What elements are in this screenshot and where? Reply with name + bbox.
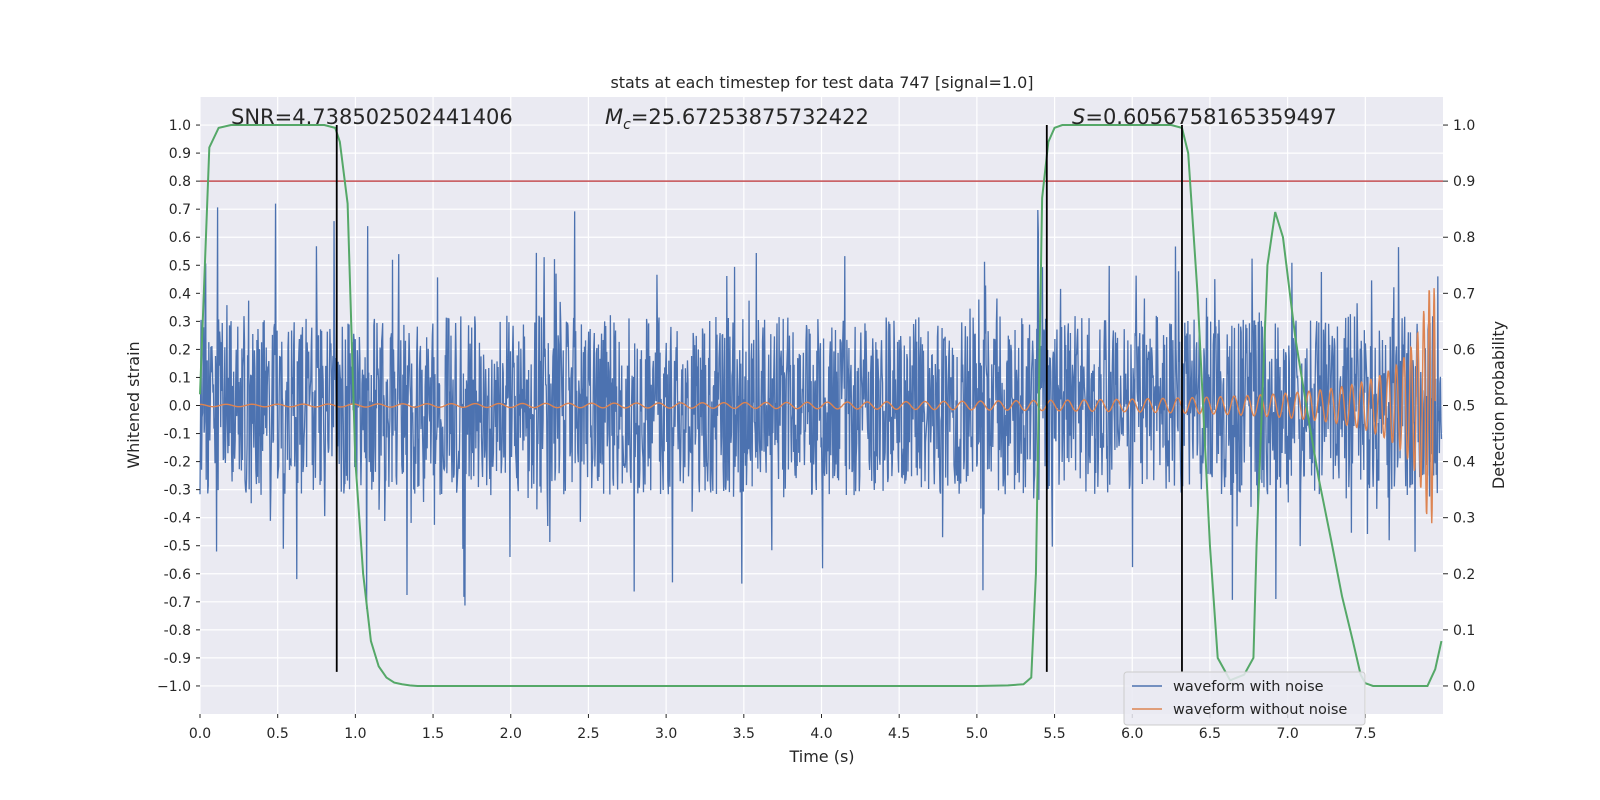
s-symbol: S [1072, 105, 1085, 129]
y-tick-label: 0.9 [169, 146, 191, 162]
y-tick-label: 0.2 [169, 342, 191, 358]
y-right-tick-label: 1.0 [1453, 118, 1475, 134]
x-tick-label: 1.0 [344, 726, 366, 742]
y-axis-label: Whitened strain [124, 341, 143, 468]
x-axis-label: Time (s) [788, 747, 854, 766]
x-tick-label: 5.0 [966, 726, 988, 742]
series-waveform-without-noise [200, 288, 1436, 524]
y-tick-label: 0.5 [169, 258, 191, 274]
chirp-mass-subscript: c [623, 117, 631, 133]
y-tick-label: 0.1 [169, 370, 191, 386]
series-waveform-with-noise [199, 203, 1443, 609]
legend-label-noise: waveform with noise [1173, 679, 1324, 695]
y-right-tick-label: 0.4 [1453, 455, 1475, 471]
x-tick-label: 5.5 [1043, 726, 1065, 742]
x-tick-label: 6.5 [1199, 726, 1221, 742]
x-tick-label: 0.5 [267, 726, 289, 742]
y-right-tick-label: 0.5 [1453, 399, 1475, 415]
y-right-tick-label: 0.7 [1453, 286, 1475, 302]
chirp-mass-annotation: Mc=25.67253875732422 [605, 105, 869, 133]
y-right-tick-label: 0.9 [1453, 174, 1475, 190]
x-tick-label: 2.5 [577, 726, 599, 742]
x-tick-label: 3.0 [655, 726, 677, 742]
y-tick-label: -0.1 [164, 427, 191, 443]
x-tick-label: 3.5 [733, 726, 755, 742]
y-tick-label: 0.6 [169, 230, 191, 246]
y-tick-label: 1.0 [169, 118, 191, 134]
y-tick-label: −1.0 [157, 679, 191, 695]
x-tick-label: 6.0 [1121, 726, 1143, 742]
y-tick-label: 0.4 [169, 286, 191, 302]
plot-content [199, 124, 1443, 687]
y-tick-label: -0.2 [164, 455, 191, 471]
x-tick-label: 7.5 [1354, 726, 1376, 742]
y-tick-label: -0.8 [164, 623, 191, 639]
y-tick-label: 0.8 [169, 174, 191, 190]
y-tick-label: -0.6 [164, 567, 191, 583]
legend-box [1123, 671, 1366, 726]
y-right-tick-label: 0.6 [1453, 342, 1475, 358]
y-tick-label: 0.7 [169, 202, 191, 218]
s-annotation: S=0.6056758165359497 [1072, 105, 1337, 129]
x-tick-label: 4.5 [888, 726, 910, 742]
y-right-tick-label: 0.2 [1453, 567, 1475, 583]
x-tick-label: 2.0 [500, 726, 522, 742]
axes: 0.0 0.5 1.0 1.5 2.0 2.5 3.0 3.5 4.0 4.5 5.0 5.5 6.0 6… [157, 118, 1475, 742]
y-tick-label: -0.7 [164, 595, 191, 611]
x-tick-label: 4.0 [810, 726, 832, 742]
legend: waveform with noise waveform without noi… [1123, 671, 1366, 726]
y-tick-label: -0.9 [164, 651, 191, 667]
y-right-tick-label: 0.8 [1453, 230, 1475, 246]
chart-title: stats at each timestep for test data 747… [610, 73, 1033, 92]
y-right-tick-label: 0.3 [1453, 511, 1475, 527]
y-right-tick-label: 0.0 [1453, 679, 1475, 695]
y-tick-label: 0.0 [169, 399, 191, 415]
s-value: =0.6056758165359497 [1085, 105, 1336, 129]
y-tick-label: 0.3 [169, 314, 191, 330]
chirp-mass-symbol: M [605, 105, 623, 129]
x-tick-label: 0.0 [189, 726, 211, 742]
y-right-tick-label: 0.1 [1453, 623, 1475, 639]
y-tick-label: -0.3 [164, 483, 191, 499]
legend-label-clean: waveform without noise [1173, 702, 1347, 718]
y-tick-label: -0.5 [164, 539, 191, 555]
y-tick-label: -0.4 [164, 511, 191, 527]
x-tick-label: 1.5 [422, 726, 444, 742]
chirp-mass-value: =25.67253875732422 [631, 105, 869, 129]
snr-annotation: SNR=4.738502502441406 [231, 105, 513, 129]
x-tick-label: 7.0 [1276, 726, 1298, 742]
y-right-axis-label: Detection probability [1489, 321, 1508, 489]
series-detection-probability [199, 124, 1443, 687]
